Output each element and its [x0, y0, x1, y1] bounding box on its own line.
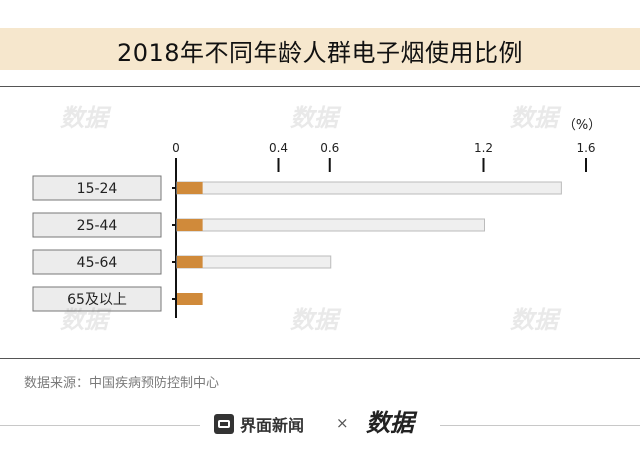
bar-track — [176, 181, 562, 195]
title-band — [0, 28, 640, 70]
tick-label: 0.4 — [269, 141, 288, 155]
tick-label: 1.2 — [474, 141, 493, 155]
tick-label: 0.6 — [320, 141, 339, 155]
data-logo: 数据 — [366, 409, 418, 437]
brand-logo: 界面新闻 — [214, 412, 304, 436]
unit-label: （%） — [563, 118, 601, 133]
category-box — [32, 249, 162, 275]
data-logo-text: 数据 — [366, 409, 418, 437]
tick-label: 0 — [172, 141, 180, 155]
tick-label: 1.6 — [576, 141, 595, 155]
brand-name: 界面新闻 — [240, 416, 305, 435]
bar — [177, 256, 203, 268]
bar-track — [176, 218, 485, 232]
category-label: 45-64 — [77, 255, 118, 271]
category-label: 15-24 — [77, 181, 118, 197]
times-separator: × — [336, 414, 349, 432]
chart: （%） 0 0.4 0.6 1.2 1.6 15-24 25-44 45-64 65及以上 — [32, 118, 601, 318]
footer-line-left — [0, 425, 200, 426]
category-box — [32, 175, 162, 201]
category-label: 25-44 — [77, 218, 118, 234]
category-label: 65及以上 — [67, 292, 127, 308]
bottom-divider — [0, 358, 640, 359]
footer-line-right — [440, 425, 640, 426]
title-bar: 2018年不同年龄人群电子烟使用比例 — [18, 28, 622, 70]
bar — [177, 293, 203, 305]
chart-title: 2018年不同年龄人群电子烟使用比例 — [116, 39, 524, 67]
category-box — [32, 212, 162, 238]
source-note: 数据来源：中国疾病预防控制中心 — [24, 376, 220, 391]
top-divider — [0, 86, 640, 87]
brand-icon — [214, 414, 234, 434]
category-box — [32, 286, 162, 312]
bar — [177, 219, 203, 231]
bar — [177, 182, 203, 194]
